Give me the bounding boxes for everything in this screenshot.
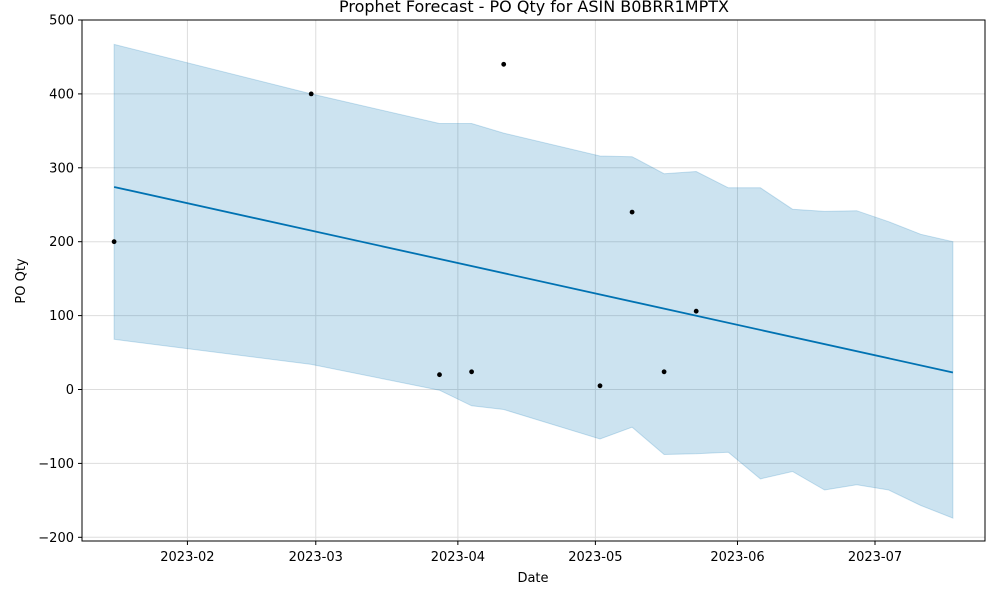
plot-frame [81,19,986,542]
y-tick-label: 0 [66,383,74,398]
interval-band-layer [113,43,954,519]
y-tick-label: −200 [38,531,74,546]
observed-point [501,61,507,67]
uncertainty-interval-band [113,43,954,519]
observed-points-layer [111,61,699,389]
y-tick-label: 500 [49,14,74,29]
observed-point [693,308,699,314]
observed-point [661,369,667,375]
x-tick-label: 2023-06 [710,550,764,565]
y-tick-label: 400 [49,87,74,102]
observed-point [629,209,635,215]
y-tick-label: 300 [49,161,74,176]
axis-ticks-layer: 2023-02 2023-03 2023-04 2023-05 2023-06 2023-… [38,14,902,566]
y-axis-title: PO Qty [14,258,29,304]
y-tick-label: −100 [38,457,74,472]
observed-point [469,369,474,375]
observed-point [111,239,117,245]
x-tick-label: 2023-04 [431,550,485,565]
forecast-trend-line [113,186,954,374]
observed-point [437,372,442,378]
x-axis-title: Date [517,571,548,586]
observed-point [597,383,603,389]
x-tick-label: 2023-05 [568,550,622,565]
y-tick-label: 100 [49,309,74,324]
x-tick-label: 2023-02 [160,550,214,565]
y-tick-label: 200 [49,235,74,250]
chart-title: Prophet Forecast - PO Qty for ASIN B0BRR… [339,0,729,16]
forecast-line-layer [113,186,954,374]
x-tick-label: 2023-03 [289,550,343,565]
observed-point [308,91,314,97]
x-tick-label: 2023-07 [848,550,902,565]
